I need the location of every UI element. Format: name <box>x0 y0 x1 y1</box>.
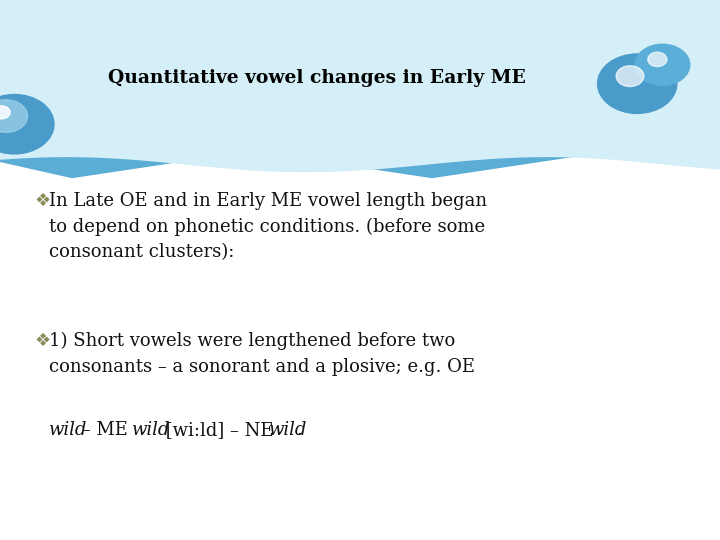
Text: ❖: ❖ <box>35 192 50 210</box>
Circle shape <box>635 44 690 85</box>
Polygon shape <box>0 0 720 172</box>
Circle shape <box>616 66 644 86</box>
Text: wild: wild <box>49 421 87 438</box>
Polygon shape <box>0 0 720 138</box>
Circle shape <box>0 94 54 154</box>
Text: In Late OE and in Early ME vowel length began
to depend on phonetic conditions. : In Late OE and in Early ME vowel length … <box>49 192 487 261</box>
Text: wild: wild <box>24 36 192 105</box>
Text: – ME: – ME <box>76 421 134 438</box>
Text: wild: wild <box>269 421 307 438</box>
Circle shape <box>0 100 27 132</box>
Text: Quantitative vowel changes in Early ME: Quantitative vowel changes in Early ME <box>108 69 526 87</box>
Text: wild: wild <box>426 32 582 98</box>
Polygon shape <box>0 0 720 178</box>
Text: .: . <box>297 421 302 438</box>
Text: ❖: ❖ <box>35 332 50 350</box>
Circle shape <box>0 106 10 119</box>
Text: [wi:ld] – NE: [wi:ld] – NE <box>160 421 279 438</box>
Polygon shape <box>0 0 720 146</box>
Text: wild: wild <box>132 421 171 438</box>
Circle shape <box>598 54 677 113</box>
Circle shape <box>648 52 667 66</box>
Text: wild: wild <box>231 19 374 78</box>
Polygon shape <box>0 0 720 156</box>
Text: 1) Short vowels were lengthened before two
consonants – a sonorant and a plosive: 1) Short vowels were lengthened before t… <box>49 332 475 376</box>
